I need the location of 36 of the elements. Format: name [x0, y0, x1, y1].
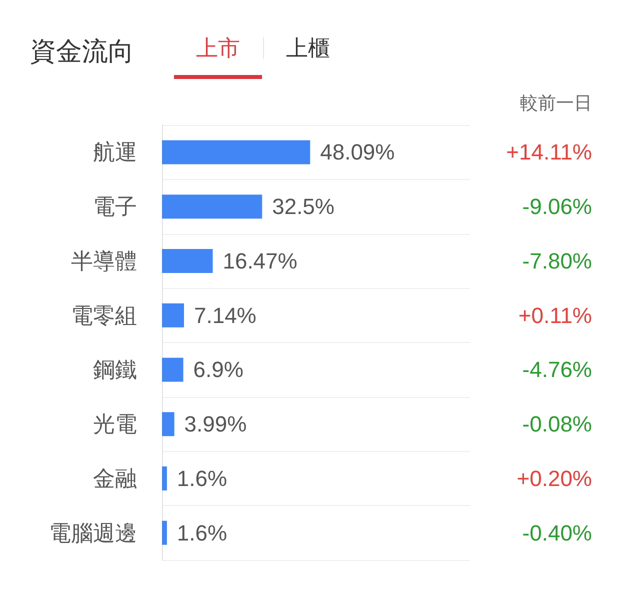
data-label: 16.47% — [222, 248, 298, 274]
text: -9.06% — [522, 194, 592, 220]
text: +0.20% — [516, 466, 592, 491]
y-tick-label: 電腦週邊 — [49, 520, 137, 546]
y-tick-label: 金融 — [93, 466, 137, 491]
bar — [162, 412, 174, 436]
data-label: 6.9% — [193, 357, 244, 382]
bar — [162, 194, 262, 219]
text: -4.76% — [522, 357, 592, 382]
y-tick-label: 鋼鐵 — [93, 357, 137, 382]
text: 上櫃 — [286, 36, 330, 60]
text: -7.80% — [522, 248, 592, 274]
y-tick-label: 電零組 — [71, 302, 137, 328]
y-tick-label: 電子 — [93, 194, 137, 220]
bar — [162, 303, 184, 328]
bar — [162, 248, 213, 273]
data-label: 32.5% — [272, 194, 334, 220]
text: +14.11% — [506, 140, 592, 165]
bar — [162, 520, 167, 545]
bar — [162, 140, 310, 164]
data-label: 1.6% — [176, 520, 228, 546]
text: -0.08% — [522, 412, 592, 437]
y2-axis-title: 較前一日 — [520, 93, 592, 113]
chart-title: 資金流向 — [30, 36, 134, 66]
data-label: 1.6% — [176, 466, 228, 491]
bar — [162, 466, 167, 490]
text: +0.11% — [518, 302, 592, 328]
y-tick-label: 航運 — [93, 140, 137, 165]
text: 上市 — [196, 36, 240, 60]
data-label: 7.14% — [194, 302, 256, 328]
data-label: 3.99% — [184, 412, 247, 437]
y-tick-label: 光電 — [93, 412, 137, 437]
data-label: 48.09% — [320, 140, 395, 165]
y-tick-label: 半導體 — [71, 248, 137, 274]
text: -0.40% — [522, 520, 592, 546]
bar — [162, 358, 184, 382]
